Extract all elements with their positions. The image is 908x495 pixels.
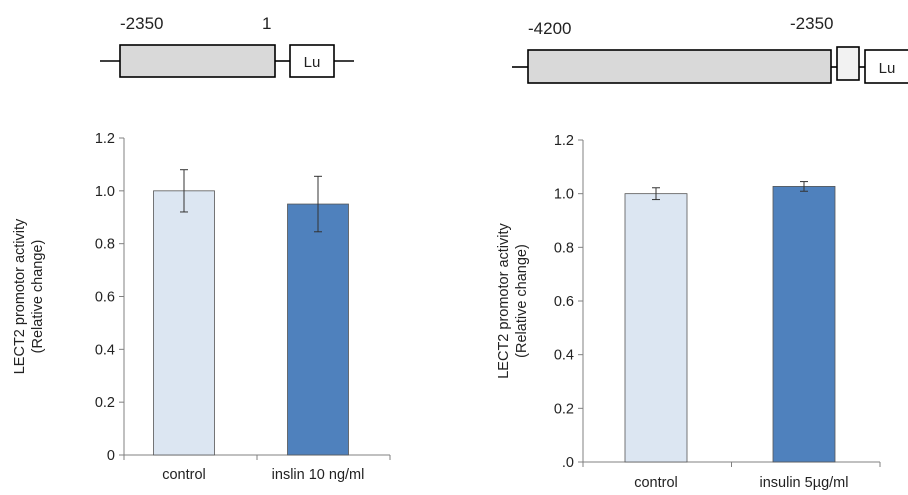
bar <box>287 203 349 456</box>
construct-1-start-label: -2350 <box>120 14 163 33</box>
construct-1-reporter-label: Lu <box>304 54 321 71</box>
y-tick-label: 0.8 <box>95 237 115 253</box>
y-tick-label: 0.2 <box>95 395 115 411</box>
y-tick-label: 1.0 <box>95 184 115 200</box>
construct-2-reporter-label: Lu <box>879 60 896 77</box>
y-tick-label: 1.2 <box>95 131 115 147</box>
bar <box>153 190 215 456</box>
bar <box>624 193 688 463</box>
y-axis-title: LECT2 promotor activity (Relative change) <box>496 222 530 378</box>
y-tick-label: 0.6 <box>554 294 574 310</box>
y-tick-label: 0.2 <box>554 401 574 417</box>
bar <box>772 186 836 463</box>
y-tick-label: 0.8 <box>554 240 574 256</box>
bar-chart-2: .0 0.2 0.4 0.6 0.8 1.0 1.2 control insulin 5µg/m… <box>496 133 881 491</box>
y-tick-label: .0 <box>562 455 574 471</box>
construct-2-small-box <box>836 46 860 81</box>
y-axis-title-line: LECT2 promotor activity <box>496 222 512 378</box>
y-axis-title-line: (Relative change) <box>514 244 530 358</box>
y-axis-title-line: (Relative change) <box>30 240 46 354</box>
promoter-construct-1: -2350 1 Lu <box>100 14 354 78</box>
category-label: control <box>634 475 678 491</box>
y-tick-label: 0.4 <box>554 348 574 364</box>
construct-2-luciferase-box <box>864 49 908 84</box>
y-tick-label: 1.2 <box>554 133 574 149</box>
construct-2-start-label: -4200 <box>528 19 571 38</box>
bar-chart-1: 0 0.2 0.4 0.6 0.8 1.0 1.2 control inslin 10 ng/m… <box>12 131 391 483</box>
category-label: inslin 10 ng/ml <box>272 467 365 483</box>
construct-2-promoter-box <box>527 49 832 84</box>
category-label: insulin 5µg/ml <box>760 475 849 491</box>
y-axis-title: LECT2 promotor activity (Relative change) <box>12 218 46 374</box>
y-tick-label: 1.0 <box>554 187 574 203</box>
y-axis-title-line: LECT2 promotor activity <box>12 218 28 374</box>
promoter-construct-2: -4200 -2350 Lu <box>512 14 908 84</box>
construct-1-end-label: 1 <box>262 14 271 33</box>
y-tick-label: 0 <box>107 448 115 464</box>
construct-2-end-label: -2350 <box>790 14 833 33</box>
y-tick-label: 0.4 <box>95 342 115 358</box>
y-tick-label: 0.6 <box>95 290 115 306</box>
construct-1-promoter-box <box>119 44 276 78</box>
category-label: control <box>162 467 206 483</box>
